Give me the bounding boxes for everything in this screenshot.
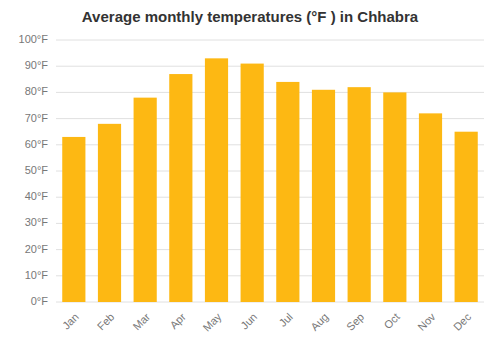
bar <box>419 113 442 302</box>
grid-line <box>56 66 484 67</box>
bar <box>241 64 264 302</box>
y-tick-label: 0°F <box>31 295 49 307</box>
x-tick-label: May <box>200 310 224 334</box>
x-tick-label: Jan <box>60 311 81 332</box>
bar <box>169 74 192 302</box>
x-tick-label: Mar <box>130 310 152 332</box>
bar <box>134 98 157 302</box>
grid-line <box>56 40 484 41</box>
bar <box>276 82 299 302</box>
x-axis: Jan Feb Mar Apr May Jun Jul Aug Sep Oct Nov Dec <box>60 310 474 334</box>
y-tick-label: 60°F <box>25 138 49 150</box>
bar <box>98 124 121 302</box>
x-tick-label: Jul <box>276 311 294 329</box>
y-tick-label: 90°F <box>25 59 49 71</box>
bar <box>348 87 371 302</box>
y-tick-label: 20°F <box>25 243 49 255</box>
x-tick-label: Apr <box>167 310 188 331</box>
x-tick-label: Nov <box>415 310 438 333</box>
y-tick-label: 10°F <box>25 269 49 281</box>
x-tick-label: Feb <box>95 311 117 333</box>
chart: Average monthly temperatures (°F ) in Ch… <box>0 0 500 350</box>
bar <box>62 137 85 302</box>
bar <box>455 132 478 302</box>
bar <box>312 90 335 302</box>
y-tick-label: 70°F <box>25 112 49 124</box>
x-tick-label: Sep <box>344 311 366 333</box>
y-tick-label: 30°F <box>25 216 49 228</box>
y-axis: 0°F 10°F 20°F 30°F 40°F 50°F 60°F 70°F 80°F 90°F 1… <box>19 33 484 307</box>
bar <box>205 58 228 302</box>
x-tick-label: Jun <box>238 311 259 332</box>
chart-container: Average monthly temperatures (°F ) in Ch… <box>0 0 500 350</box>
grid-line <box>56 92 484 93</box>
bars <box>62 58 478 302</box>
y-tick-label: 80°F <box>25 85 49 97</box>
x-tick-label: Oct <box>381 311 402 332</box>
chart-title: Average monthly temperatures (°F ) in Ch… <box>82 8 419 25</box>
y-tick-label: 40°F <box>25 190 49 202</box>
bar <box>383 92 406 302</box>
x-tick-label: Dec <box>451 310 474 333</box>
x-tick-label: Aug <box>308 311 330 333</box>
y-tick-label: 50°F <box>25 164 49 176</box>
y-tick-label: 100°F <box>19 33 49 45</box>
